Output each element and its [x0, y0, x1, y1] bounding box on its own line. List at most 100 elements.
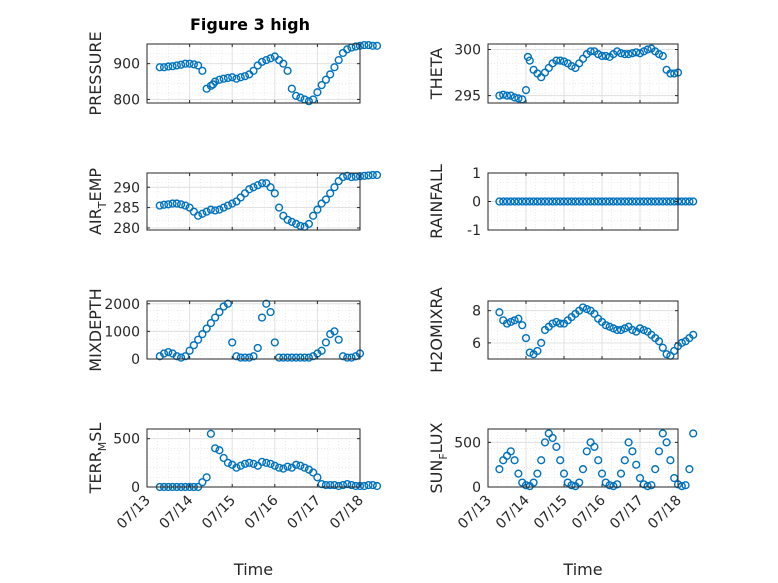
data-point [533, 346, 542, 356]
data-point [245, 353, 254, 362]
data-point [578, 197, 588, 206]
data-point [567, 62, 576, 71]
data-point [567, 197, 576, 206]
axes-box [146, 172, 361, 231]
data-point [556, 197, 565, 206]
data-point [215, 307, 224, 317]
data-point [232, 352, 241, 361]
data-point [586, 197, 595, 206]
data-point [185, 59, 194, 68]
data-point [495, 197, 504, 206]
data-point [571, 197, 580, 206]
data-point [510, 93, 519, 102]
data-point [304, 353, 313, 362]
x-tick-label: 07/16 [569, 492, 609, 532]
data-point [552, 56, 561, 65]
data-point [616, 325, 626, 335]
data-point [330, 480, 339, 490]
data-point [155, 63, 164, 72]
y-tick-label: 6 [472, 336, 481, 352]
data-point [620, 456, 629, 465]
data-point [685, 197, 694, 206]
data-point [347, 172, 356, 182]
data-point [223, 458, 233, 467]
data-point [257, 313, 267, 322]
data-point [245, 458, 254, 467]
y-axis-label: AIRTEMP [86, 168, 109, 235]
data-point [506, 317, 515, 327]
data-point [334, 481, 343, 491]
data-point [185, 346, 194, 355]
data-point [605, 197, 614, 206]
data-point [262, 458, 271, 467]
data-point [578, 303, 588, 312]
data-point [514, 314, 523, 323]
y-tick-label: 295 [454, 89, 481, 105]
data-point [300, 463, 309, 472]
data-point [232, 463, 241, 472]
data-point [215, 205, 224, 214]
data-point [351, 42, 360, 51]
data-point [228, 338, 237, 347]
data-point [575, 197, 584, 206]
data-point [219, 74, 228, 83]
data-point [347, 480, 356, 490]
y-tick-label: 280 [113, 221, 140, 237]
data-point [643, 482, 652, 491]
data-point [616, 197, 626, 206]
data-point [601, 197, 610, 206]
y-tick-label: -1 [467, 223, 481, 239]
data-point [211, 206, 220, 215]
data-point [647, 481, 656, 490]
data-point [609, 197, 618, 206]
data-point [510, 456, 519, 465]
data-point [253, 343, 262, 353]
data-point [270, 338, 279, 347]
y-tick-label: 0 [131, 352, 140, 368]
data-point [279, 353, 288, 362]
data-point [330, 183, 339, 192]
data-point [506, 91, 515, 100]
data-point [317, 346, 326, 355]
y-axis-label: PRESSURE [86, 31, 105, 115]
data-point [296, 93, 305, 102]
data-point [635, 49, 645, 58]
x-tick-label: 07/15 [199, 493, 239, 533]
data-point [266, 307, 275, 317]
data-point [338, 172, 348, 182]
data-point [236, 73, 245, 82]
data-point [347, 353, 356, 362]
data-point [300, 353, 309, 362]
data-point [514, 469, 523, 478]
data-point [176, 200, 186, 209]
data-point [257, 457, 267, 466]
data-point [287, 217, 296, 226]
plot-area [147, 301, 360, 359]
data-point [296, 353, 305, 362]
data-point [506, 447, 515, 456]
data-point [620, 324, 629, 333]
data-point [495, 91, 504, 100]
y-axis-label: RAINFALL [427, 164, 446, 239]
data-point [372, 41, 382, 50]
data-point [334, 335, 343, 344]
data-point [372, 170, 382, 180]
data-point [262, 179, 271, 188]
data-point [232, 74, 241, 83]
data-point [658, 197, 667, 206]
x-tick-label: 07/17 [284, 493, 324, 533]
data-point [563, 197, 572, 206]
data-point [198, 478, 207, 487]
data-point [313, 88, 322, 97]
data-point [533, 197, 542, 206]
data-point [628, 325, 637, 335]
data-point [628, 447, 637, 456]
data-point [540, 197, 550, 206]
data-point [257, 57, 267, 66]
data-point [510, 316, 519, 325]
data-point [651, 197, 660, 206]
data-point [279, 59, 288, 68]
data-point [317, 81, 326, 90]
data-point [198, 209, 207, 218]
